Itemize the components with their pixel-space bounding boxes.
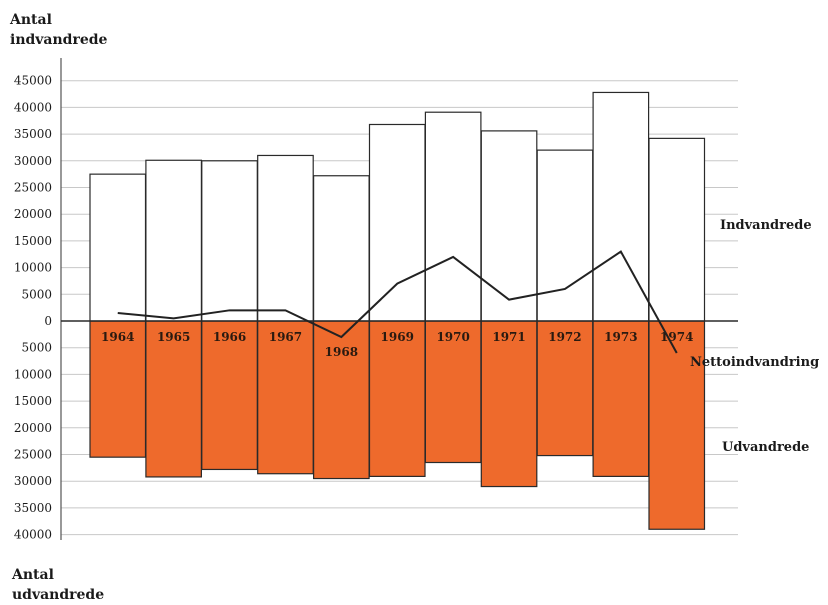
y-tick-label: 35000 [14, 501, 52, 515]
y-tick-label: 30000 [14, 474, 52, 488]
y-tick-label: 15000 [14, 394, 52, 408]
y-tick-label: 20000 [14, 207, 52, 221]
y-tick-label: 20000 [14, 421, 52, 435]
x-tick-label: 1966 [213, 330, 246, 344]
y-tick-label: 45000 [14, 74, 52, 88]
y-axis-label-line-1: Antal [10, 12, 52, 28]
x-tick-label: 1974 [660, 330, 693, 344]
y-tick-label: 35000 [14, 127, 52, 141]
line-nettoindvandring [117, 250, 678, 354]
y-tick-label: 5000 [21, 287, 52, 301]
y-tick-label: 40000 [14, 100, 52, 114]
bar-indvandrede [424, 111, 482, 322]
bar-udvandrede [480, 320, 538, 488]
bar-udvandrede [313, 320, 370, 480]
bar-udvandrede [89, 320, 147, 458]
series-label-udvandrede: Udvandrede [722, 440, 809, 455]
y-tick-label: 30000 [14, 154, 52, 168]
bar-indvandrede [368, 123, 426, 322]
bar-indvandrede [480, 130, 538, 322]
y-tick-label: 5000 [21, 341, 52, 355]
y-tick-label: 25000 [14, 448, 52, 462]
bar-udvandrede [536, 320, 594, 457]
x-tick-label: 1973 [604, 330, 637, 344]
y-axis-label-immigrants: Antal indvandrede [10, 10, 107, 50]
x-tick-label: 1965 [157, 330, 190, 344]
bar-indvandrede [536, 149, 594, 322]
series-label-nettoindvandring: Nettoindvandring [690, 355, 819, 370]
bar-indvandrede [313, 175, 370, 322]
bar-udvandrede [648, 320, 706, 530]
x-tick-label: 1971 [492, 330, 525, 344]
x-tick-label: 1967 [269, 330, 302, 344]
bar-indvandrede [592, 91, 650, 322]
bar-indvandrede [648, 137, 706, 322]
y-tick-label: 10000 [14, 367, 52, 381]
y-tick-label: 0 [44, 314, 52, 328]
y-tick-label: 40000 [14, 528, 52, 542]
bar-indvandrede [145, 159, 202, 322]
y-tick-label: 25000 [14, 181, 52, 195]
x-tick-label: 1972 [548, 330, 581, 344]
bar-udvandrede [592, 320, 650, 477]
bar-indvandrede [257, 154, 314, 322]
bar-udvandrede [368, 320, 426, 477]
y-tick-label: 15000 [14, 234, 52, 248]
x-tick-label: 1969 [381, 330, 414, 344]
x-tick-label: 1964 [101, 330, 134, 344]
bar-udvandrede [145, 320, 202, 478]
x-tick-label: 1970 [436, 330, 469, 344]
x-tick-label: 1968 [325, 345, 358, 359]
y-axis-label-line-2: indvandrede [10, 32, 108, 48]
bar-indvandrede [201, 160, 258, 322]
y-axis-label-line-1: Antal [12, 567, 54, 583]
y-tick-label: 10000 [14, 261, 52, 275]
bar-indvandrede [89, 173, 147, 322]
series-label-indvandrede: Indvandrede [720, 218, 812, 233]
